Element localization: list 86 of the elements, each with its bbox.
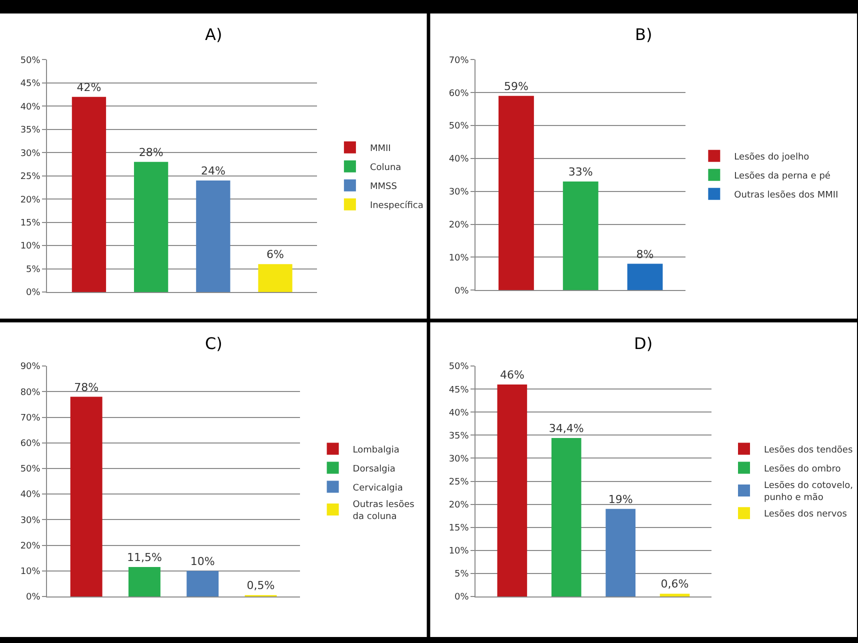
chart-title: B) [635,25,652,44]
y-tick-label: 50% [20,56,41,66]
y-tick-label: 60% [448,88,470,99]
y-tick-label: 40% [448,408,470,418]
chart-title: D) [634,334,653,353]
data-label: 59% [504,80,528,93]
chart-title: C) [205,334,222,353]
y-tick-label: 80% [20,388,41,398]
y-tick-label: 20% [448,500,470,510]
bar [186,570,219,596]
bar [497,384,528,596]
y-tick-label: 60% [20,439,41,450]
bar [551,438,582,596]
data-label: 46% [500,368,524,382]
data-label: 19% [608,492,633,506]
y-tick-label: 10% [448,546,470,557]
y-tick-label: 15% [20,218,41,228]
data-label: 11,5% [126,551,162,564]
legend-label: Lesões do ombro [764,464,842,474]
y-tick-label: 30% [448,454,470,464]
legend-label: Coluna [370,162,402,173]
data-label: 10% [190,554,215,568]
bar [258,264,292,292]
legend-label: Cervicalgia [352,483,403,494]
bar [134,162,168,292]
legend-label: MMSS [370,182,398,192]
data-label: 42% [76,80,102,94]
legend-label: Outras lesões da coluna [352,500,415,522]
y-tick-label: 25% [20,172,41,182]
data-label: 78% [74,380,99,394]
y-tick-label: 70% [448,56,470,66]
bar [498,96,534,290]
y-tick-label: 50% [448,122,470,132]
y-tick-label: 35% [20,126,41,136]
legend-label: Lesões dos tendões [764,445,853,456]
data-label: 0,5% [246,579,275,592]
data-label: 0,6% [660,578,689,591]
y-tick-label: 5% [26,264,41,275]
y-tick-label: 40% [20,490,41,500]
y-tick-label: 30% [448,188,470,198]
legend-label: Lesões do cotovelo, punho e mão [764,481,853,503]
data-label: 6% [266,248,284,262]
y-tick-label: 0% [454,592,470,603]
y-tick-label: 10% [20,567,41,578]
bar [606,508,636,596]
y-tick-label: 30% [20,516,41,526]
legend-label: Inespecífica [370,200,424,211]
y-tick-label: 5% [454,570,470,580]
y-tick-label: 0% [454,286,470,296]
bar [196,180,230,292]
y-tick-label: 90% [20,362,41,372]
y-tick-label: 50% [20,464,41,475]
y-tick-label: 15% [448,524,470,534]
data-label: 34,4% [548,422,584,435]
y-tick-label: 10% [20,242,41,252]
y-tick-label: 0% [26,288,41,298]
legend-label: Dorsalgia [352,464,396,474]
y-tick-label: 40% [448,154,470,165]
legend-label: Lesões da perna e pé [734,170,831,182]
legend-label: Lombalgia [352,445,400,456]
bar [660,594,690,596]
y-tick-label: 70% [20,413,41,424]
y-tick-label: 25% [448,477,470,488]
bar [562,181,598,290]
bar [627,264,663,290]
y-tick-label: 35% [448,431,470,442]
legend-label: MMII [370,144,391,154]
bar [70,396,102,596]
y-tick-label: 20% [20,541,41,552]
data-label: 33% [568,165,593,178]
data-label: 24% [200,164,226,178]
y-tick-label: 20% [448,220,470,230]
y-tick-label: 20% [20,195,41,206]
legend-label: Lesões do joelho [734,152,810,162]
y-tick-label: 30% [20,148,41,159]
chart-title: A) [205,25,222,44]
legend-label: Lesões dos nervos [764,510,848,520]
y-tick-label: 10% [448,253,470,264]
y-tick-label: 45% [448,385,470,396]
y-tick-label: 0% [26,592,41,603]
y-tick-label: 40% [20,102,41,112]
y-tick-label: 45% [20,79,41,90]
y-tick-label: 50% [448,362,470,372]
bar [128,567,160,596]
bar [72,96,106,292]
legend-label: Outras lesões dos MMII [734,190,838,200]
